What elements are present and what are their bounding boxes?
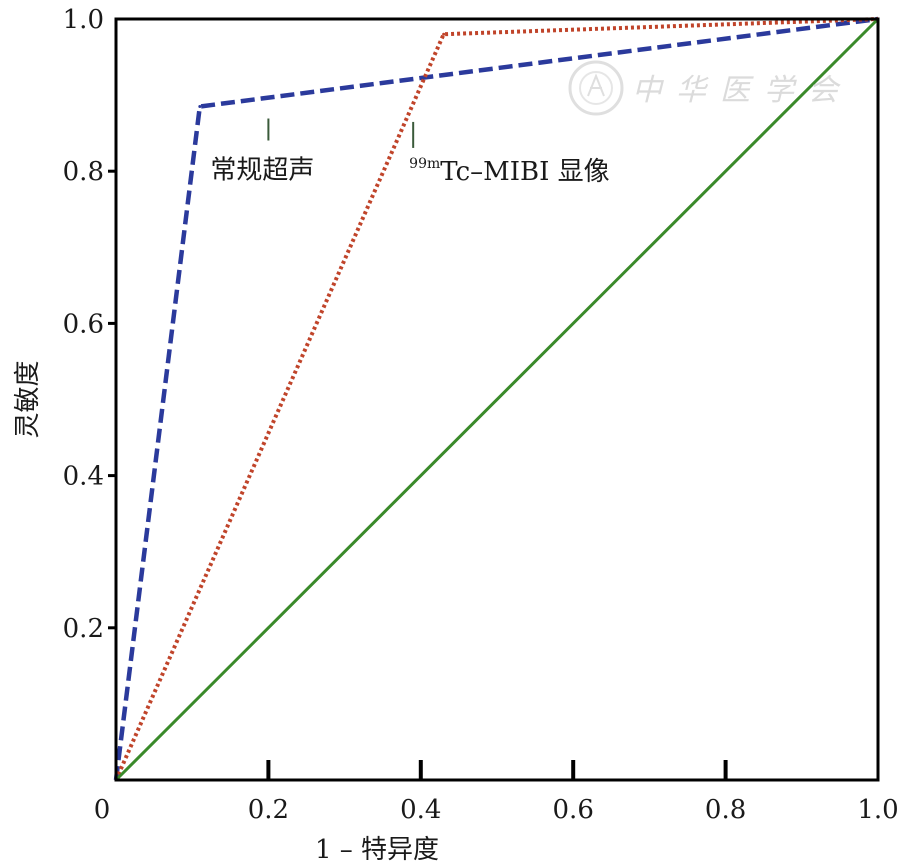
watermark-seal-anchor-icon [587, 73, 605, 97]
series-2-point-2 [442, 32, 446, 36]
y-tick-label: 0.8 [63, 157, 104, 187]
annotation-ultrasound-label: 常规超声 [210, 156, 314, 186]
x-tick-label: 0.4 [400, 795, 441, 825]
x-tick-label: 0.8 [705, 795, 746, 825]
y-tick-label: 0.4 [63, 462, 104, 492]
series-layer [113, 16, 880, 782]
series-line-2 [114, 17, 879, 781]
x-tick-label: 0 [94, 795, 111, 825]
series-1-point-2 [198, 105, 202, 109]
watermark-seal-icon [568, 60, 624, 116]
watermark-seal-inner-icon [579, 71, 613, 105]
watermark-text: 中华医学会 [632, 73, 852, 108]
series-line-1 [113, 16, 879, 781]
y-axis-title: 灵敏度 [13, 360, 43, 438]
x-tick-label: 0.2 [248, 795, 289, 825]
annotation-mibi-main: Tc–MIBI 显像 [440, 157, 609, 187]
plot-frame [114, 17, 880, 782]
annotation-mibi-label: 99mTc–MIBI 显像 [409, 156, 610, 187]
x-tick-label: 1.0 [857, 795, 898, 825]
y-tick-label: 0.6 [63, 309, 104, 339]
annotation-ultrasound: 常规超声 [210, 118, 314, 186]
x-axis-title: 1 – 特异度 [315, 835, 439, 865]
ticks-layer: 0 0.2 0.4 0.6 0.8 1.0 0.2 0.4 0.6 0.8 1.0 [63, 5, 899, 825]
x-tick-label: 0.6 [553, 795, 594, 825]
y-tick-label: 0.2 [63, 614, 104, 644]
y-tick-label: 1.0 [63, 5, 104, 35]
annotation-mibi: 99mTc–MIBI 显像 [409, 121, 610, 187]
watermark: 中华医学会 [568, 60, 852, 116]
series-line-3 [114, 17, 880, 782]
annotation-mibi-superscript: 99m [409, 156, 440, 172]
